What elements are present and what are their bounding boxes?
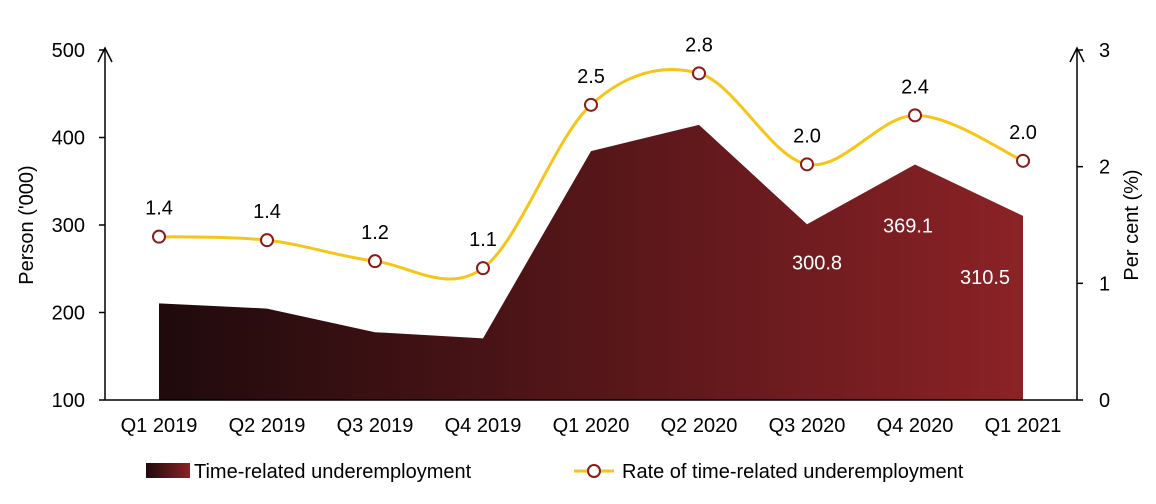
rate-point (476, 261, 490, 276)
area-series (159, 124, 1023, 400)
right-tick-label: 0 (1099, 390, 1110, 412)
x-tick-label: Q2 2019 (229, 415, 306, 437)
x-tick-label: Q3 2019 (337, 415, 414, 437)
rate-data-label: 1.4 (145, 198, 173, 220)
right-y-ticks: 0 1 2 3 (1077, 40, 1110, 412)
legend-line-label: Rate of time-related underemployment (622, 461, 964, 483)
x-tick-label: Q2 2020 (661, 415, 738, 437)
legend: Time-related underemployment Rate of tim… (146, 461, 964, 483)
rate-data-label: 1.1 (469, 229, 497, 251)
data-labels: 1.4 1.4 1.2 1.1 2.5 2.8 2.0 2.4 2.0 300.8 369.1 310… (145, 34, 1037, 288)
legend-area-label: Time-related underemployment (194, 461, 472, 483)
rate-data-label: 2.0 (1009, 122, 1037, 144)
x-tick-label: Q4 2019 (445, 415, 522, 437)
x-tick-label: Q4 2020 (877, 415, 954, 437)
rate-point (1016, 153, 1030, 168)
x-tick-label: Q1 2019 (121, 415, 198, 437)
left-tick-label: 400 (52, 128, 85, 150)
area-data-label: 300.8 (792, 252, 842, 274)
legend-line-marker (587, 464, 601, 478)
left-tick-label: 200 (52, 303, 85, 325)
rate-data-label: 2.0 (793, 125, 821, 147)
rate-data-label: 2.8 (685, 34, 713, 56)
area-fill (159, 124, 1023, 400)
rate-point (368, 254, 382, 269)
x-ticks: Q1 2019 Q2 2019 Q3 2019 Q4 2019 Q1 2020 Q2 20… (121, 415, 1062, 437)
rate-point (692, 66, 706, 81)
line-series (152, 66, 1030, 281)
left-tick-label: 500 (52, 40, 85, 62)
rate-point (800, 157, 814, 172)
rate-data-label: 2.5 (577, 66, 605, 88)
right-tick-label: 2 (1099, 157, 1110, 179)
legend-area-swatch (146, 463, 190, 478)
left-tick-label: 100 (52, 390, 85, 412)
right-axis-title: Per cent (%) (1121, 169, 1143, 280)
rate-data-label: 1.2 (361, 222, 389, 244)
left-axis-arrow (97, 46, 113, 63)
x-tick-label: Q1 2020 (553, 415, 630, 437)
x-tick-label: Q1 2021 (985, 415, 1062, 437)
right-tick-label: 3 (1099, 40, 1110, 62)
area-data-label: 310.5 (960, 267, 1010, 289)
left-tick-label: 300 (52, 215, 85, 237)
area-data-label: 369.1 (883, 216, 933, 238)
left-axis-title: Person ('000) (16, 165, 38, 284)
rate-point (584, 97, 598, 112)
right-axis-arrow (1069, 46, 1085, 63)
rate-point (260, 233, 274, 248)
rate-point (908, 108, 922, 123)
left-y-ticks: 100 200 300 400 500 (52, 40, 105, 412)
rate-data-label: 1.4 (253, 201, 281, 223)
x-tick-label: Q3 2020 (769, 415, 846, 437)
rate-data-label: 2.4 (901, 76, 929, 98)
rate-point (152, 229, 166, 244)
right-tick-label: 1 (1099, 273, 1110, 295)
